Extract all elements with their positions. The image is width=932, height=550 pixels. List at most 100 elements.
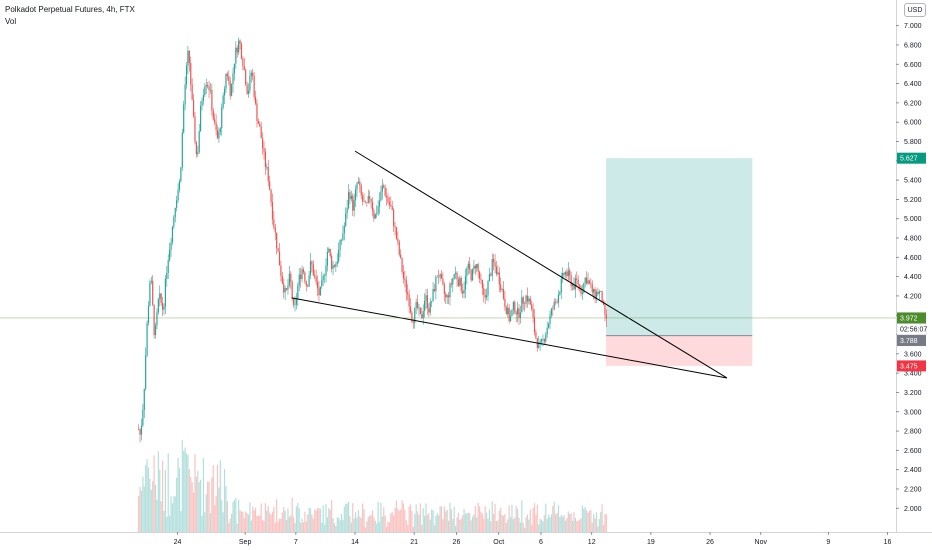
volume-bar	[171, 503, 174, 532]
volume-bar	[507, 519, 509, 532]
trendlines[interactable]	[291, 150, 728, 379]
volume-bar	[276, 499, 278, 532]
countdown-badge-bg	[896, 323, 927, 336]
volume-bar	[178, 468, 181, 532]
candle-body	[195, 141, 197, 155]
y-tick-label: 2.600	[904, 448, 922, 455]
y-tick-label: 2.800	[904, 429, 922, 436]
candle-body	[169, 249, 171, 261]
currency-button[interactable]: USD	[904, 3, 926, 17]
volume-bar	[209, 513, 212, 532]
candle-body	[236, 47, 238, 53]
position-zones[interactable]	[606, 158, 753, 366]
candle-body	[301, 269, 303, 280]
volume-bar	[218, 487, 220, 532]
volume-bar	[314, 509, 316, 532]
volume-bar	[153, 455, 155, 532]
volume-bar	[535, 514, 537, 532]
volume-bar	[291, 497, 293, 532]
candle-body	[315, 277, 317, 282]
candle-body	[363, 201, 365, 203]
candle-body	[250, 72, 252, 76]
candle-body	[191, 84, 193, 100]
volume-bar	[139, 486, 141, 532]
candle-body	[167, 260, 169, 273]
candle-body	[356, 183, 358, 190]
candle-body	[416, 301, 419, 309]
volume-bar	[215, 495, 217, 532]
volume-bar	[388, 522, 390, 532]
volume-bar	[201, 515, 203, 532]
candle-body	[256, 103, 258, 121]
candle-body	[238, 40, 240, 53]
volume-bar	[357, 509, 359, 532]
volume-bar	[312, 518, 314, 532]
candle-body	[421, 314, 423, 319]
candle-body	[285, 288, 288, 290]
volume-bar	[574, 517, 576, 532]
last-price-badge-bg	[897, 312, 926, 324]
volume-bar	[540, 519, 543, 532]
candle-body	[197, 152, 199, 155]
volume-bar	[546, 518, 548, 532]
volume-bar	[263, 520, 265, 532]
volume-bar	[377, 501, 379, 532]
volume-label[interactable]: Vol	[5, 17, 17, 26]
candle-body	[556, 302, 558, 303]
volume-bar	[307, 514, 309, 532]
volume-bar	[495, 520, 498, 532]
volume-bar	[429, 519, 431, 532]
volume-bar	[259, 515, 261, 532]
volume-bar	[514, 517, 516, 532]
volume-bar	[323, 524, 326, 532]
candle-body	[552, 308, 554, 310]
volume-bar	[228, 522, 230, 532]
volume-bar	[481, 513, 483, 532]
x-tick-label: 16	[884, 539, 892, 546]
volume-bar	[194, 454, 196, 532]
candle-body	[231, 84, 233, 96]
candle-body	[477, 264, 479, 272]
volume-bar	[440, 506, 443, 532]
volume-bar	[462, 515, 464, 532]
candle-body	[260, 126, 262, 139]
volume-bar	[578, 519, 581, 532]
volume-bar	[488, 509, 491, 532]
volume-bar	[470, 520, 472, 532]
volume-bar	[287, 508, 289, 532]
volume-bar	[235, 497, 237, 532]
volume-bar	[424, 515, 426, 532]
volume-bar	[390, 513, 392, 532]
y-tick-label: 5.800	[904, 139, 922, 146]
volume-bar	[353, 518, 355, 532]
candle-body	[449, 283, 451, 298]
volume-bar	[269, 513, 271, 532]
volume-bar	[176, 477, 178, 532]
volume-bar	[362, 503, 364, 532]
stop-badge: 3.475	[900, 363, 918, 370]
volume-bar	[422, 508, 424, 532]
volume-bar	[543, 515, 545, 532]
candle-body	[445, 293, 447, 298]
candle-body	[516, 308, 519, 315]
candle-body	[304, 272, 306, 282]
volume-bar	[491, 501, 493, 532]
volume-bar	[463, 508, 465, 532]
volume-bar	[270, 515, 272, 532]
symbol-title[interactable]: Polkadot Perpetual Futures, 4h, FTX	[5, 5, 135, 14]
chart-legend: Polkadot Perpetual Futures, 4h, FTX Vol	[5, 4, 135, 28]
volume-bar	[542, 521, 544, 532]
x-tick-label: Nov	[755, 539, 768, 546]
candle-body	[405, 280, 407, 293]
volume-bar	[160, 501, 162, 532]
volume-bar	[295, 506, 298, 532]
candle-body	[470, 269, 472, 281]
candle-body	[567, 270, 569, 277]
candle-body	[277, 248, 279, 252]
volume-bar	[281, 512, 283, 532]
volume-bar	[483, 518, 485, 532]
x-tick-label: 26	[706, 539, 714, 546]
